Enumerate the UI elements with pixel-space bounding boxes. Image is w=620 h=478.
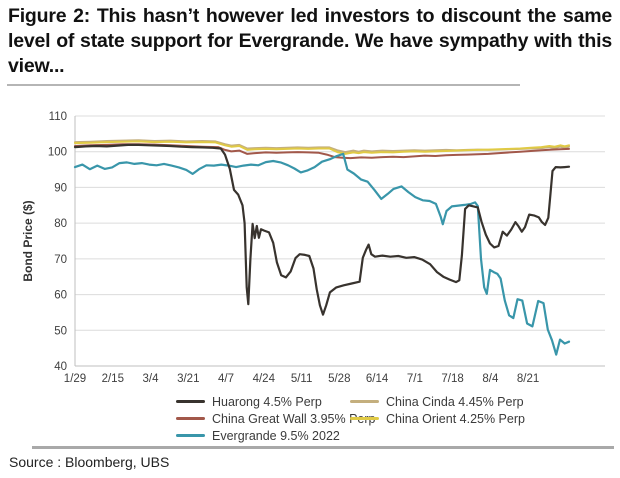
legend-swatch-evergrande <box>176 434 205 437</box>
legend-label-orient: China Orient 4.25% Perp <box>386 411 525 426</box>
svg-text:4/24: 4/24 <box>253 373 276 385</box>
svg-text:3/4: 3/4 <box>143 373 160 385</box>
bottom-divider <box>32 446 614 449</box>
svg-text:5/11: 5/11 <box>291 373 313 385</box>
svg-text:3/21: 3/21 <box>177 373 199 385</box>
svg-text:8/4: 8/4 <box>482 373 499 385</box>
chart-legend-left: Huarong 4.5% Perp China Great Wall 3.95%… <box>176 393 376 444</box>
svg-text:100: 100 <box>48 147 67 159</box>
legend-swatch-huarong <box>176 400 205 403</box>
svg-text:60: 60 <box>54 290 67 302</box>
svg-text:Bond Price ($): Bond Price ($) <box>21 200 35 281</box>
svg-text:5/28: 5/28 <box>328 373 350 385</box>
legend-label-evergrande: Evergrande 9.5% 2022 <box>212 428 340 443</box>
legend-swatch-orient <box>350 417 379 420</box>
svg-text:70: 70 <box>54 254 67 266</box>
title-underline <box>7 84 520 86</box>
svg-text:7/1: 7/1 <box>407 373 423 385</box>
chart-plot-area: 110 100 90 80 70 60 50 401/29 2/15 3/4 3/21 4/7 4/24… <box>21 111 605 385</box>
figure-title: Figure 2: This hasn’t however led invest… <box>8 5 612 77</box>
legend-item-great-wall: China Great Wall 3.95% Perp <box>176 410 376 427</box>
svg-text:8/21: 8/21 <box>517 373 539 385</box>
legend-label-cinda: China Cinda 4.45% Perp <box>386 394 524 409</box>
svg-text:4/7: 4/7 <box>218 373 234 385</box>
bond-price-chart: 110 100 90 80 70 60 50 40 1/29 2/15 3/4 3/21 4/7 4/24… <box>0 96 620 446</box>
legend-item-huarong: Huarong 4.5% Perp <box>176 393 376 410</box>
svg-text:110: 110 <box>49 111 67 123</box>
legend-swatch-great-wall <box>176 417 205 420</box>
legend-item-evergrande: Evergrande 9.5% 2022 <box>176 427 376 444</box>
source-note: Source : Bloomberg, UBS <box>9 454 170 470</box>
svg-text:80: 80 <box>54 218 67 230</box>
legend-item-orient: China Orient 4.25% Perp <box>350 410 525 427</box>
legend-swatch-cinda <box>350 400 379 403</box>
svg-text:90: 90 <box>54 182 67 194</box>
svg-text:6/14: 6/14 <box>366 373 389 385</box>
chart-legend-right: China Cinda 4.45% Perp China Orient 4.25… <box>350 393 525 427</box>
svg-text:50: 50 <box>54 325 67 337</box>
legend-item-cinda: China Cinda 4.45% Perp <box>350 393 525 410</box>
svg-text:7/18: 7/18 <box>441 373 463 385</box>
legend-label-huarong: Huarong 4.5% Perp <box>212 394 322 409</box>
legend-label-great-wall: China Great Wall 3.95% Perp <box>212 411 376 426</box>
svg-text:1/29: 1/29 <box>64 373 86 385</box>
svg-text:2/15: 2/15 <box>102 373 124 385</box>
svg-text:40: 40 <box>54 361 67 373</box>
